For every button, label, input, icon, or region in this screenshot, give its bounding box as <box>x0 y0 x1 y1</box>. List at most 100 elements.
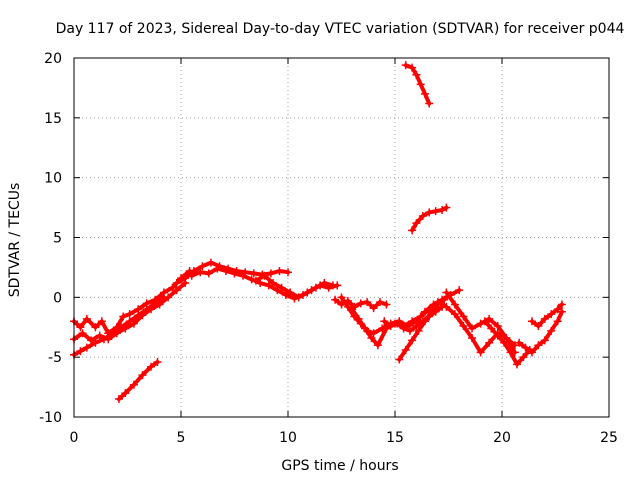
data-point <box>540 314 549 323</box>
data-point <box>438 205 447 214</box>
data-point <box>468 334 477 343</box>
data-point <box>76 347 85 356</box>
x-axis-label: GPS time / hours <box>281 458 398 474</box>
data-point <box>534 341 543 350</box>
data-point <box>260 271 269 280</box>
data-point <box>534 322 543 331</box>
data-point <box>485 314 494 323</box>
series-track-i <box>337 286 464 338</box>
data-point <box>277 283 286 292</box>
data-point <box>129 380 138 389</box>
data-point <box>172 278 181 287</box>
data-point <box>134 311 143 320</box>
data-point <box>247 275 256 284</box>
data-point <box>427 307 436 316</box>
data-point <box>159 293 168 302</box>
data-point <box>502 334 511 343</box>
data-point <box>493 331 502 340</box>
series-trace <box>72 269 192 336</box>
series-track-q <box>527 300 566 331</box>
series-trace <box>382 304 445 333</box>
y-tick-label: -10 <box>39 410 62 426</box>
series-track-n <box>442 288 519 357</box>
data-point <box>433 298 442 307</box>
data-point <box>408 226 417 235</box>
data-point <box>557 307 566 316</box>
data-point <box>117 323 126 332</box>
data-point <box>380 317 389 326</box>
data-point <box>361 324 370 333</box>
x-tick-labels: 0 5 10 15 20 25 <box>70 430 618 446</box>
data-point <box>553 317 562 326</box>
x-tick-label: 0 <box>70 430 79 446</box>
data-point <box>91 323 100 332</box>
data-point <box>125 310 134 319</box>
data-point <box>249 269 258 278</box>
data-point <box>382 324 391 333</box>
data-point <box>275 267 284 276</box>
data-point <box>500 338 509 347</box>
data-point <box>198 262 207 271</box>
data-point <box>119 312 128 321</box>
x-tick-label: 20 <box>493 430 511 446</box>
data-point <box>147 362 156 371</box>
data-point <box>138 371 147 380</box>
data-point <box>373 341 382 350</box>
data-point <box>553 305 562 314</box>
data-point <box>114 395 123 404</box>
data-point <box>459 322 468 331</box>
data-point <box>294 293 303 302</box>
data-point <box>459 312 468 321</box>
data-point <box>369 329 378 338</box>
data-point <box>512 360 521 369</box>
series-track-e <box>172 258 292 287</box>
series-track-o <box>480 317 534 369</box>
series-track-g <box>251 271 337 302</box>
data-point <box>376 298 385 307</box>
y-tick-label: -5 <box>48 350 62 366</box>
y-tick-label: 5 <box>53 231 62 247</box>
data-point <box>269 278 278 287</box>
y-tick-label: 20 <box>44 51 62 67</box>
data-point <box>547 326 556 335</box>
data-point <box>416 80 425 89</box>
data-point <box>204 269 213 278</box>
series-track-b <box>70 278 190 345</box>
series-track-d <box>114 357 162 404</box>
data-point <box>251 276 260 285</box>
x-tick-label: 10 <box>279 430 297 446</box>
series-track-r <box>401 61 434 108</box>
series-trace <box>482 319 532 367</box>
data-point <box>284 268 292 277</box>
data-point <box>476 348 485 357</box>
data-point <box>213 264 222 273</box>
data-point <box>311 283 320 292</box>
series-trace <box>253 273 335 300</box>
data-point <box>151 299 160 308</box>
tick-marks <box>73 57 610 418</box>
x-tick-label: 5 <box>177 430 186 446</box>
data-point <box>425 99 434 108</box>
data-point <box>206 258 215 267</box>
data-point <box>125 317 134 326</box>
data-point <box>519 353 528 362</box>
data-point <box>468 324 477 333</box>
data-point <box>412 70 421 79</box>
data-point <box>420 89 429 98</box>
data-point <box>91 338 100 347</box>
x-tick-label: 25 <box>600 430 618 446</box>
series-trace <box>397 297 447 362</box>
data-point <box>440 295 449 304</box>
data-point <box>303 288 312 297</box>
series-trace <box>116 360 160 402</box>
x-tick-label: 15 <box>386 430 404 446</box>
data-point <box>455 286 464 295</box>
data-point <box>521 343 530 352</box>
data-series <box>70 61 566 404</box>
data-point <box>187 271 196 280</box>
data-point <box>412 219 421 228</box>
data-point <box>414 326 423 335</box>
data-point <box>547 310 556 319</box>
data-point <box>97 317 106 326</box>
data-point <box>239 271 248 280</box>
